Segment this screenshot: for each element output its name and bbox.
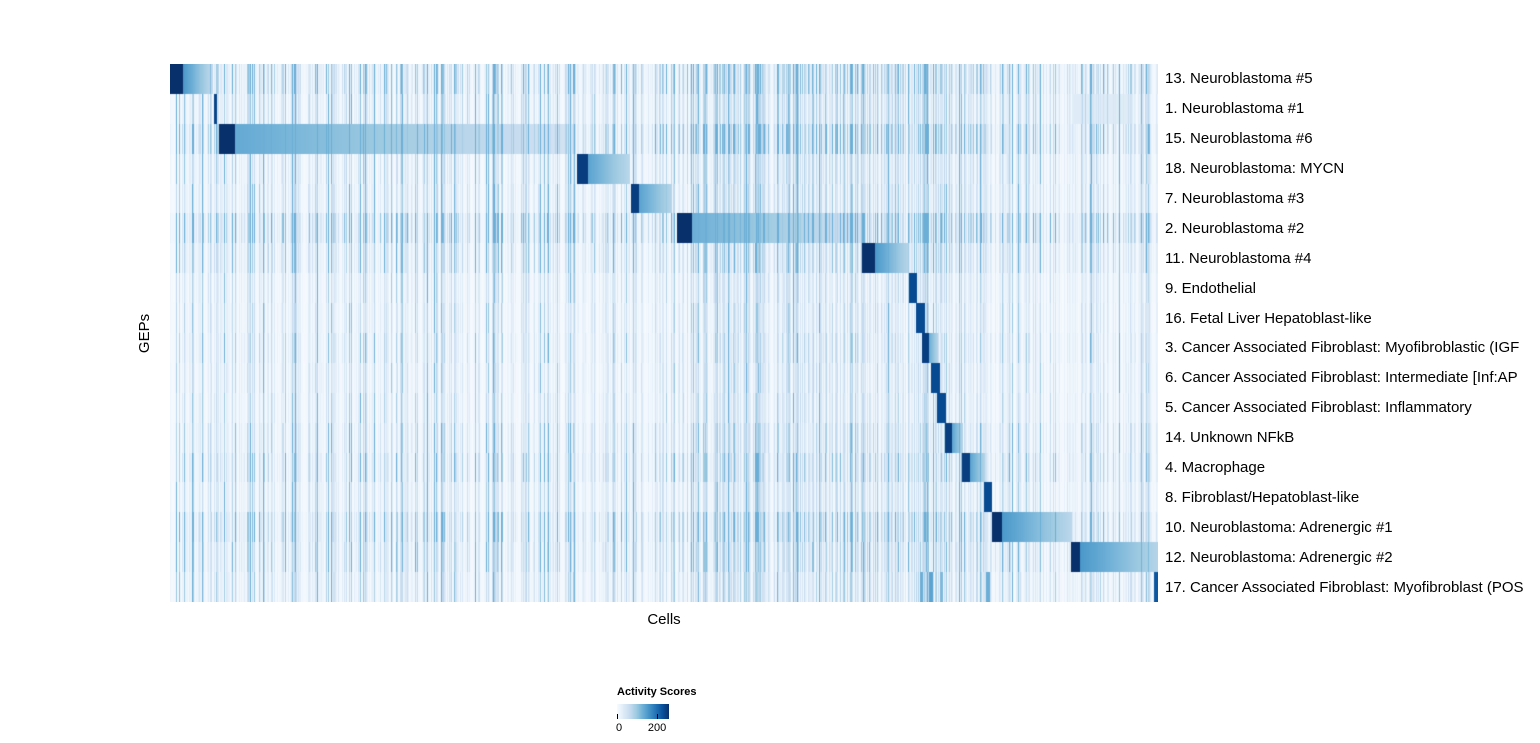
row-label: 6. Cancer Associated Fibroblast: Interme… [1165,369,1518,387]
colorbar-min-label: 0 [615,722,623,734]
x-axis-label-text: Cells [647,611,681,628]
row-labels: 13. Neuroblastoma #5 1. Neuroblastoma #1 1… [1165,64,1540,602]
legend-title: Activity Scores [617,686,697,698]
row-label: 4. Macrophage [1165,458,1266,476]
colorbar-legend: Activity Scores 0 200 [615,686,697,735]
row-label: 18. Neuroblastoma: MYCN [1165,160,1345,178]
colorbar-tick-labels: 0 200 [615,722,669,735]
row-label: 1. Neuroblastoma #1 [1165,100,1305,118]
y-axis-label: GEPs [132,64,158,602]
row-label: 3. Cancer Associated Fibroblast: Myofibr… [1165,339,1520,357]
row-label: 15. Neuroblastoma #6 [1165,130,1313,148]
row-label: 14. Unknown NFkB [1165,429,1295,447]
row-label: 10. Neuroblastoma: Adrenergic #1 [1165,518,1393,536]
colorbar-tick-max [657,714,659,719]
heatmap-canvas [170,64,1158,602]
row-label: 9. Endothelial [1165,279,1256,297]
y-axis-label-text: GEPs [136,313,154,353]
colorbar-tick-min [617,714,618,719]
row-label: 17. Cancer Associated Fibroblast: Myofib… [1165,578,1524,596]
row-label: 5. Cancer Associated Fibroblast: Inflamm… [1165,399,1472,417]
row-label: 11. Neuroblastoma #4 [1165,249,1312,267]
row-label: 2. Neuroblastoma #2 [1165,219,1305,237]
row-label: 12. Neuroblastoma: Adrenergic #2 [1165,548,1393,566]
row-label: 16. Fetal Liver Hepatoblast-like [1165,309,1372,327]
row-label: 8. Fibroblast/Hepatoblast-like [1165,488,1360,506]
row-label: 7. Neuroblastoma #3 [1165,189,1305,207]
colorbar-gradient [617,704,669,719]
colorbar-max-label: 200 [647,722,667,734]
row-label: 13. Neuroblastoma #5 [1165,70,1313,88]
x-axis-label: Cells [170,611,1158,628]
